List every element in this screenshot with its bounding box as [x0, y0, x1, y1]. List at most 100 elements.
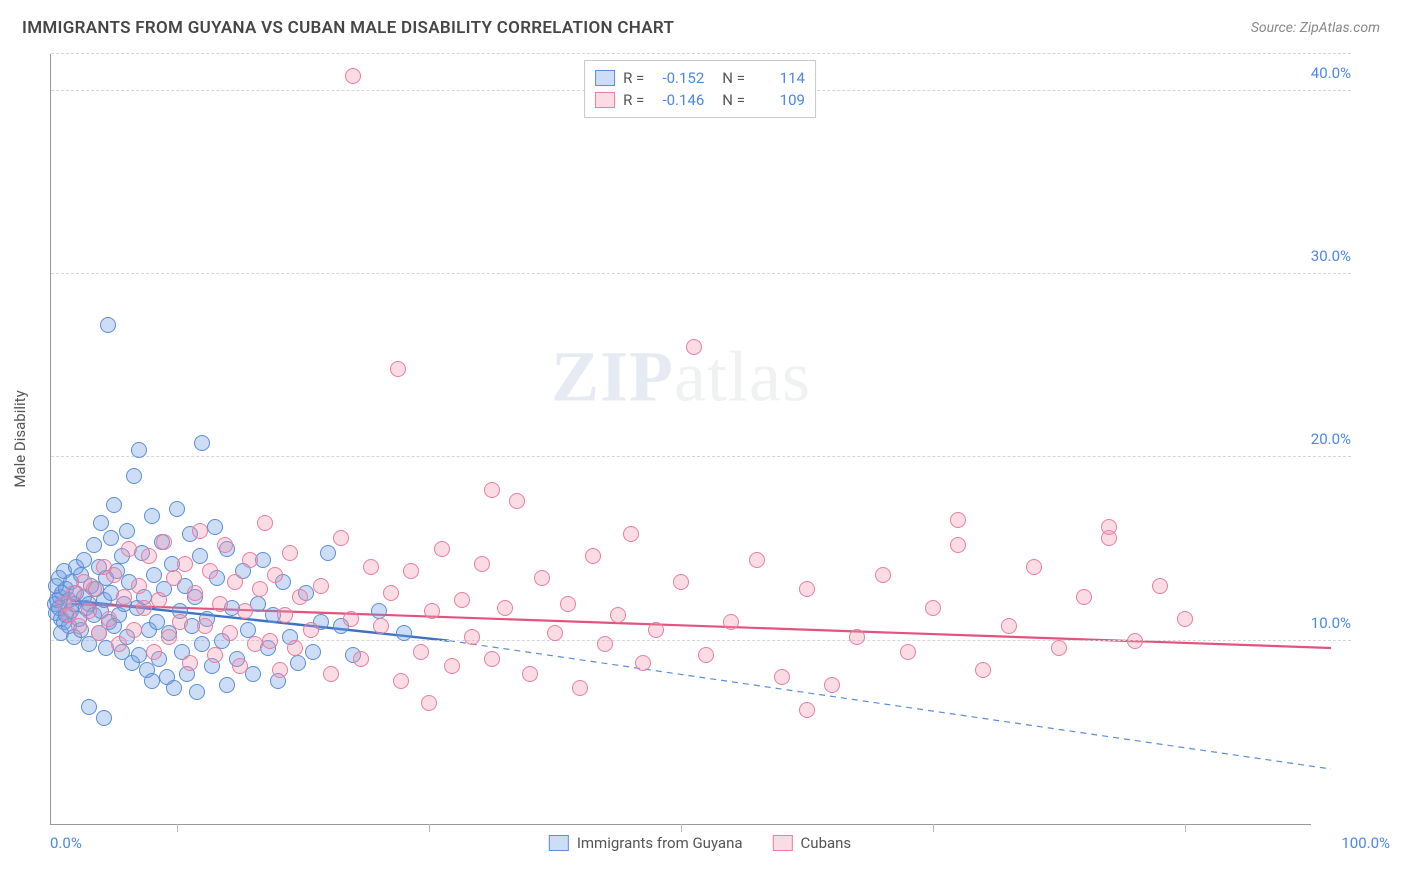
scatter-point-cubans: [217, 537, 233, 553]
scatter-point-cubans: [257, 515, 273, 531]
scatter-point-cubans: [424, 603, 440, 619]
scatter-point-cubans: [202, 563, 218, 579]
stats-row-guyana: R = -0.152 N = 114: [595, 67, 805, 89]
grid-line: [51, 456, 1351, 457]
y-tick-label: 20.0%: [1311, 430, 1351, 448]
scatter-point-cubans: [454, 592, 470, 608]
scatter-point-cubans: [287, 640, 303, 656]
scatter-point-cubans: [323, 666, 339, 682]
scatter-point-cubans: [484, 651, 500, 667]
scatter-point-cubans: [277, 607, 293, 623]
stats-legend: R = -0.152 N = 114 R = -0.146 N = 109: [584, 60, 816, 118]
value-r-cubans: -0.146: [652, 89, 704, 111]
label-r: R =: [623, 89, 644, 111]
scatter-point-cubans: [849, 629, 865, 645]
scatter-point-cubans: [610, 607, 626, 623]
scatter-point-cubans: [141, 548, 157, 564]
scatter-point-cubans: [1076, 589, 1092, 605]
scatter-point-cubans: [156, 534, 172, 550]
scatter-point-cubans: [292, 589, 308, 605]
scatter-point-cubans: [900, 644, 916, 660]
scatter-point-guyana: [93, 515, 109, 531]
scatter-point-cubans: [81, 603, 97, 619]
scatter-point-cubans: [177, 556, 193, 572]
scatter-point-cubans: [774, 669, 790, 685]
scatter-point-cubans: [1026, 559, 1042, 575]
scatter-point-cubans: [126, 622, 142, 638]
scatter-point-guyana: [146, 567, 162, 583]
x-tick: [933, 824, 934, 832]
y-tick-label: 30.0%: [1311, 247, 1351, 265]
scatter-point-guyana: [320, 545, 336, 561]
value-r-guyana: -0.152: [652, 67, 704, 89]
scatter-point-guyana: [131, 442, 147, 458]
grid-line: [51, 640, 1351, 641]
scatter-point-cubans: [353, 651, 369, 667]
stats-row-cubans: R = -0.146 N = 109: [595, 89, 805, 111]
scatter-point-cubans: [1101, 519, 1117, 535]
x-tick: [429, 824, 430, 832]
scatter-point-cubans: [464, 629, 480, 645]
scatter-point-guyana: [207, 519, 223, 535]
scatter-point-cubans: [824, 677, 840, 693]
label-r: R =: [623, 67, 644, 89]
x-tick: [177, 824, 178, 832]
x-tick: [1185, 824, 1186, 832]
scatter-point-cubans: [91, 625, 107, 641]
scatter-point-cubans: [434, 541, 450, 557]
scatter-point-guyana: [100, 317, 116, 333]
scatter-point-cubans: [282, 545, 298, 561]
scatter-point-guyana: [119, 523, 135, 539]
scatter-point-cubans: [343, 611, 359, 627]
legend-swatch-cubans: [773, 835, 793, 851]
scatter-point-cubans: [247, 636, 263, 652]
scatter-point-cubans: [172, 614, 188, 630]
scatter-point-cubans: [474, 556, 490, 572]
scatter-point-guyana: [396, 625, 412, 641]
scatter-point-cubans: [497, 600, 513, 616]
scatter-point-cubans: [363, 559, 379, 575]
scatter-point-cubans: [187, 585, 203, 601]
scatter-point-guyana: [81, 699, 97, 715]
scatter-point-cubans: [71, 618, 87, 634]
scatter-point-cubans: [227, 574, 243, 590]
scatter-point-cubans: [345, 68, 361, 84]
scatter-point-cubans: [623, 526, 639, 542]
scatter-point-cubans: [698, 647, 714, 663]
scatter-point-guyana: [106, 497, 122, 513]
legend-label-cubans: Cubans: [801, 834, 852, 852]
scatter-point-cubans: [585, 548, 601, 564]
scatter-point-guyana: [290, 655, 306, 671]
scatter-point-cubans: [547, 625, 563, 641]
x-axis-max-label: 100.0%: [1341, 834, 1390, 852]
value-n-cubans: 109: [753, 89, 805, 111]
plot-container: ZIPatlas 10.0%20.0%30.0%40.0% Male Disab…: [50, 54, 1350, 824]
series-legend: Immigrants from Guyana Cubans: [549, 834, 851, 852]
scatter-point-cubans: [101, 611, 117, 627]
scatter-point-cubans: [950, 537, 966, 553]
scatter-point-cubans: [151, 592, 167, 608]
label-n: N =: [722, 89, 745, 111]
scatter-point-guyana: [103, 530, 119, 546]
scatter-point-guyana: [305, 644, 321, 660]
scatter-point-cubans: [597, 636, 613, 652]
y-axis-title: Male Disability: [11, 390, 29, 487]
scatter-point-cubans: [950, 512, 966, 528]
scatter-point-cubans: [111, 636, 127, 652]
scatter-point-guyana: [131, 647, 147, 663]
scatter-point-cubans: [252, 581, 268, 597]
scatter-point-cubans: [131, 578, 147, 594]
scatter-point-cubans: [262, 633, 278, 649]
scatter-point-cubans: [212, 596, 228, 612]
legend-item-guyana: Immigrants from Guyana: [549, 834, 743, 852]
scatter-point-guyana: [169, 501, 185, 517]
chart-title: IMMIGRANTS FROM GUYANA VS CUBAN MALE DIS…: [22, 18, 674, 38]
grid-line: [51, 53, 1351, 54]
scatter-point-cubans: [313, 578, 329, 594]
scatter-point-cubans: [146, 644, 162, 660]
scatter-point-cubans: [182, 655, 198, 671]
scatter-point-cubans: [635, 655, 651, 671]
scatter-point-cubans: [648, 622, 664, 638]
scatter-point-guyana: [189, 684, 205, 700]
scatter-point-cubans: [572, 680, 588, 696]
